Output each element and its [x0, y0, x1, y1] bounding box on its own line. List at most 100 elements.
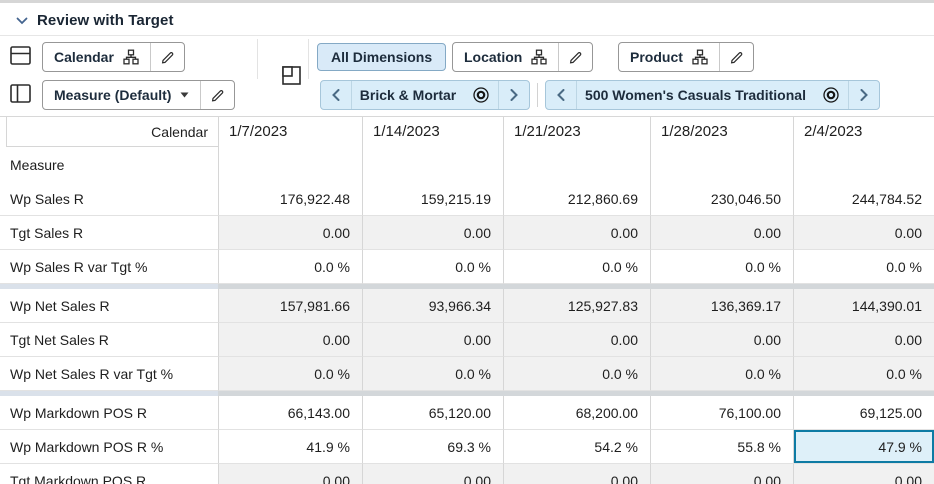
column-header-1/28/2023[interactable]: 1/28/2023	[650, 117, 793, 182]
edit-product-pencil-icon[interactable]	[720, 43, 753, 71]
grid-cell[interactable]: 0.00	[362, 216, 503, 250]
grid-cell[interactable]: 0.0 %	[218, 250, 362, 284]
measure-dimension-tile[interactable]: Measure (Default)	[42, 80, 236, 110]
row-header-Wp Sales R var Tgt %[interactable]: Wp Sales R var Tgt %	[0, 250, 218, 284]
grid-cell[interactable]: 65,120.00	[362, 396, 503, 430]
grid-cell[interactable]: 93,966.34	[362, 289, 503, 323]
grid-cell[interactable]: 212,860.69	[503, 182, 650, 216]
grid-cell[interactable]: 55.8 %	[650, 430, 793, 464]
grid-cell[interactable]: 0.00	[362, 464, 503, 484]
grid-cell[interactable]: 0.00	[503, 323, 650, 357]
grid-cell[interactable]: 69.3 %	[362, 430, 503, 464]
product-next-chevron-icon[interactable]	[849, 81, 879, 109]
grid-cell[interactable]: 68,200.00	[503, 396, 650, 430]
grid-cell[interactable]: 0.00	[503, 464, 650, 484]
product-page-selector: 500 Women's Casuals Traditional	[545, 80, 880, 110]
grid-cell[interactable]: 0.0 %	[793, 250, 934, 284]
grid-cell[interactable]: 47.9 %	[793, 430, 934, 464]
row-header-Tgt Net Sales R[interactable]: Tgt Net Sales R	[0, 323, 218, 357]
product-tile-label: Product	[630, 49, 683, 65]
column-header-1/21/2023[interactable]: 1/21/2023	[503, 117, 650, 182]
edit-calendar-pencil-icon[interactable]	[151, 43, 184, 71]
grid-cell[interactable]: 54.2 %	[503, 430, 650, 464]
tile-divider	[718, 43, 720, 71]
column-header-1/14/2023[interactable]: 1/14/2023	[362, 117, 503, 182]
grid-cell[interactable]: 159,215.19	[362, 182, 503, 216]
grid-cell[interactable]: 0.00	[650, 216, 793, 250]
location-dimension-tile[interactable]: Location	[452, 42, 594, 72]
row-header-Wp Net Sales R var Tgt %[interactable]: Wp Net Sales R var Tgt %	[0, 357, 218, 391]
page-title: Review with Target	[37, 12, 174, 29]
grid-cell[interactable]: 66,143.00	[218, 396, 362, 430]
grid-cell[interactable]: 0.00	[650, 323, 793, 357]
grid-cell[interactable]: 230,046.50	[650, 182, 793, 216]
product-target-icon[interactable]	[814, 86, 848, 104]
grid-cell[interactable]: 0.00	[218, 464, 362, 484]
measure-group-separator	[0, 391, 934, 396]
row-header-Wp Markdown POS R[interactable]: Wp Markdown POS R	[0, 396, 218, 430]
grid-cell[interactable]: 0.0 %	[503, 357, 650, 391]
grid-cell[interactable]: 144,390.01	[793, 289, 934, 323]
grid-cell[interactable]: 136,369.17	[650, 289, 793, 323]
table-row: Tgt Sales R 0.00 0.00 0.00 0.00 0.00	[0, 216, 934, 250]
location-page-label[interactable]: Brick & Mortar	[359, 87, 457, 103]
table-row: Tgt Markdown POS R 0.00 0.00 0.00 0.00 0.00	[0, 464, 934, 484]
grid-cell[interactable]: 0.00	[218, 323, 362, 357]
grid-cell[interactable]: 0.00	[650, 464, 793, 484]
column-header-2/4/2023[interactable]: 2/4/2023	[793, 117, 934, 182]
row-header-Wp Markdown POS R %[interactable]: Wp Markdown POS R %	[0, 430, 218, 464]
calendar-dimension-tile[interactable]: Calendar	[42, 42, 185, 72]
grid-cell[interactable]: 69,125.00	[793, 396, 934, 430]
grid-cell[interactable]: 0.00	[218, 216, 362, 250]
product-prev-chevron-icon[interactable]	[546, 81, 576, 109]
grid-cell[interactable]: 41.9 %	[218, 430, 362, 464]
grid-cell[interactable]: 0.0 %	[793, 357, 934, 391]
grid-cell[interactable]: 0.0 %	[218, 357, 362, 391]
all-dimensions-button[interactable]: All Dimensions	[317, 43, 447, 71]
grid-cell[interactable]: 244,784.52	[793, 182, 934, 216]
grid-cell[interactable]: 0.00	[793, 323, 934, 357]
row-axis-header[interactable]: Measure	[10, 156, 65, 173]
grid-cell[interactable]: 0.00	[503, 216, 650, 250]
edit-measure-pencil-icon[interactable]	[201, 81, 234, 109]
row-header-Wp Net Sales R[interactable]: Wp Net Sales R	[0, 289, 218, 323]
grid-cell[interactable]: 125,927.83	[503, 289, 650, 323]
row-header-Wp Sales R[interactable]: Wp Sales R	[0, 182, 218, 216]
tile-divider	[149, 43, 151, 71]
product-page-label[interactable]: 500 Women's Casuals Traditional	[585, 87, 806, 103]
grid-header-left: Calendar Measure	[0, 117, 218, 182]
collapse-chevron-icon[interactable]	[16, 17, 28, 25]
location-next-chevron-icon[interactable]	[499, 81, 529, 109]
column-header-1/7/2023[interactable]: 1/7/2023	[218, 117, 362, 182]
grid-cell[interactable]: 0.0 %	[650, 357, 793, 391]
toolbar-section-divider	[257, 39, 258, 79]
grid-cell[interactable]: 0.00	[362, 323, 503, 357]
grid-cell[interactable]: 0.00	[793, 464, 934, 484]
location-prev-chevron-icon[interactable]	[321, 81, 351, 109]
hierarchy-icon	[692, 49, 708, 65]
grid-cell[interactable]: 0.0 %	[650, 250, 793, 284]
row-header-Tgt Sales R[interactable]: Tgt Sales R	[0, 216, 218, 250]
rows-axis-icon[interactable]	[10, 46, 31, 65]
row-header-Tgt Markdown POS R[interactable]: Tgt Markdown POS R	[0, 464, 218, 484]
location-target-icon[interactable]	[464, 86, 498, 104]
grid-cell[interactable]: 0.0 %	[362, 357, 503, 391]
table-row: Wp Sales R 176,922.48 159,215.19 212,860.69…	[0, 182, 934, 216]
page-axis-icon[interactable]	[281, 65, 302, 86]
location-tile-label: Location	[464, 49, 523, 65]
grid-cell[interactable]: 176,922.48	[218, 182, 362, 216]
grid-cell[interactable]: 0.0 %	[362, 250, 503, 284]
grid-header-band: Calendar Measure 1/7/2023 1/14/2023 1/21/2…	[0, 117, 934, 182]
selector-group-divider	[537, 83, 538, 107]
product-dimension-tile[interactable]: Product	[618, 42, 754, 72]
tile-divider	[558, 43, 560, 71]
grid-cell[interactable]: 0.0 %	[503, 250, 650, 284]
edit-location-pencil-icon[interactable]	[559, 43, 592, 71]
column-axis-header[interactable]: Calendar	[7, 117, 218, 147]
pivot-grid: Calendar Measure 1/7/2023 1/14/2023 1/21/2…	[0, 116, 934, 484]
grid-cell[interactable]: 76,100.00	[650, 396, 793, 430]
grid-cell[interactable]: 157,981.66	[218, 289, 362, 323]
grid-cell[interactable]: 0.00	[793, 216, 934, 250]
columns-axis-icon[interactable]	[10, 84, 31, 103]
